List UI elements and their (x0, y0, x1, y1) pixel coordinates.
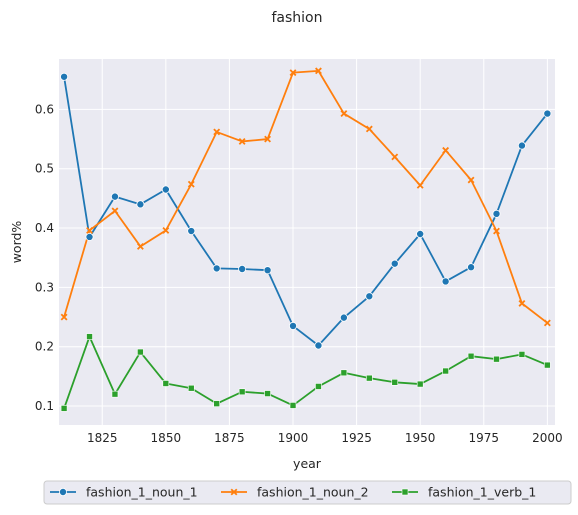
data-point (213, 128, 221, 136)
data-point (86, 333, 93, 340)
legend: fashion_1_noun_1 fashion_1_noun_2 fashion_… (43, 480, 572, 505)
data-point (416, 229, 425, 238)
data-point (543, 319, 551, 327)
series-line-3 (63, 335, 548, 409)
data-point (289, 69, 297, 77)
plot-area (59, 59, 555, 425)
data-point (467, 352, 475, 360)
data-point (187, 384, 195, 392)
y-tick-label: 0.2 (35, 340, 54, 354)
data-point (264, 390, 271, 397)
data-point (136, 243, 144, 250)
data-point (390, 259, 399, 268)
data-point (238, 264, 247, 273)
data-point (493, 355, 500, 363)
data-point (264, 135, 272, 143)
data-point (60, 72, 69, 81)
data-point (187, 180, 195, 188)
data-point (442, 146, 450, 154)
data-point (315, 383, 322, 390)
x-tick-label: 1975 (469, 431, 500, 445)
data-point (391, 378, 399, 386)
legend-label: fashion_1_noun_2 (257, 485, 369, 500)
data-point (289, 402, 297, 409)
series-lines (63, 69, 549, 409)
y-axis-ticks: 0.1 0.2 0.3 0.4 0.5 0.6 (35, 102, 54, 413)
x-tick-label: 1850 (151, 431, 182, 445)
chart-title: fashion (271, 10, 322, 26)
x-axis-label: year (293, 456, 322, 471)
legend-label: fashion_1_noun_1 (86, 485, 198, 500)
data-point (238, 388, 246, 396)
x-tick-label: 1825 (87, 431, 118, 445)
data-point (416, 181, 424, 189)
data-point (213, 400, 221, 407)
data-point (315, 67, 322, 75)
data-point (289, 321, 298, 330)
data-point (86, 226, 93, 234)
data-point (391, 153, 399, 161)
data-point (366, 374, 373, 382)
data-point (467, 263, 476, 272)
data-point (111, 207, 119, 215)
data-point (263, 266, 272, 275)
data-point (187, 227, 196, 236)
data-point (517, 141, 526, 150)
y-tick-label: 0.6 (35, 102, 54, 116)
x-tick-label: 1950 (405, 431, 436, 445)
data-point (238, 138, 246, 145)
x-tick-label: 1900 (278, 431, 309, 445)
data-point (339, 313, 348, 322)
data-point (543, 109, 552, 118)
data-point (161, 185, 170, 194)
data-point (492, 209, 501, 218)
data-point (110, 192, 119, 201)
data-point (137, 348, 144, 356)
data-point (442, 367, 449, 375)
legend-marker (401, 488, 409, 496)
y-tick-label: 0.5 (35, 162, 54, 176)
y-tick-label: 0.3 (35, 280, 54, 294)
data-point (518, 351, 526, 358)
y-tick-label: 0.1 (35, 399, 54, 413)
data-point (340, 369, 348, 377)
data-point (518, 299, 526, 307)
data-point (441, 277, 450, 286)
series-markers (60, 67, 552, 412)
legend-marker (230, 488, 238, 496)
data-point (111, 390, 119, 398)
data-point (60, 405, 68, 412)
y-axis-label: word% (9, 221, 24, 264)
data-point (416, 380, 424, 388)
x-tick-label: 2000 (532, 431, 563, 445)
series-line-1 (63, 76, 549, 347)
data-point (544, 361, 551, 369)
series-line-2 (63, 69, 548, 324)
data-point (162, 380, 170, 387)
x-axis-ticks: 1825 1850 1875 1900 1925 1950 1975 2000 (87, 431, 563, 445)
data-point (467, 176, 475, 184)
data-point (365, 292, 374, 301)
data-point (365, 125, 373, 133)
x-tick-label: 1875 (214, 431, 245, 445)
data-point (212, 264, 221, 273)
data-point (493, 227, 500, 235)
data-point (136, 200, 145, 209)
data-point (85, 232, 94, 241)
data-point (162, 226, 170, 234)
data-point (340, 110, 348, 118)
data-point (60, 313, 68, 321)
legend-marker (59, 487, 68, 496)
legend-label: fashion_1_verb_1 (428, 485, 536, 500)
y-tick-label: 0.4 (35, 221, 54, 235)
x-tick-label: 1925 (341, 431, 372, 445)
data-point (314, 341, 323, 350)
legend-frame (43, 480, 572, 505)
grid (59, 59, 555, 425)
